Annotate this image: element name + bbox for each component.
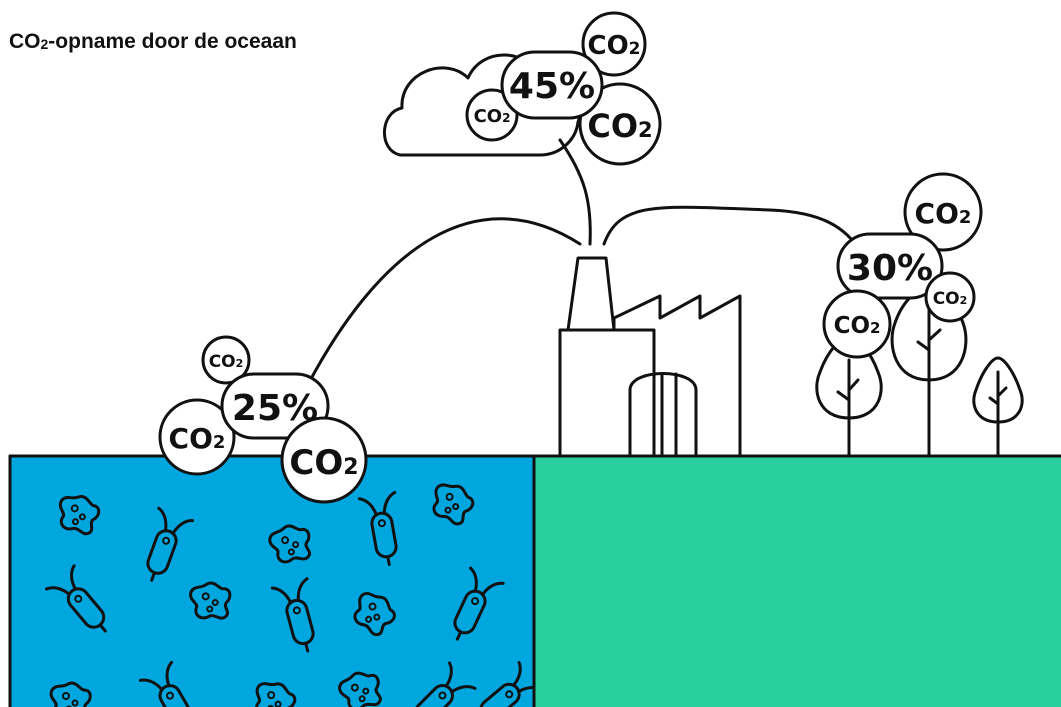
co2-text: CO bbox=[587, 107, 638, 145]
title-co: CO bbox=[9, 30, 41, 53]
atmosphere-co2-bubble-top: CO2 bbox=[581, 11, 647, 77]
title-subscript: 2 bbox=[40, 36, 49, 52]
co2-text: CO bbox=[289, 443, 343, 483]
land-co2-bubble-mid: CO2 bbox=[822, 289, 892, 359]
land-co2-bubble-top: CO2 bbox=[903, 172, 983, 252]
co2-text: CO bbox=[933, 289, 960, 309]
ocean-co2-bubble-small: CO2 bbox=[201, 335, 251, 385]
co2-subscript: 2 bbox=[213, 432, 226, 453]
ocean-area bbox=[10, 456, 534, 707]
co2-subscript: 2 bbox=[960, 294, 968, 307]
co2-subscript: 2 bbox=[959, 207, 972, 228]
svg-text:CO2: CO2 bbox=[834, 313, 881, 339]
factory-icon bbox=[558, 256, 742, 458]
flow-line-to-ocean bbox=[298, 217, 582, 402]
flow-line-to-atmosphere bbox=[558, 138, 592, 246]
land-area bbox=[534, 456, 1061, 707]
co2-text: CO bbox=[834, 313, 870, 339]
land-percentage-bubble: 30% bbox=[836, 232, 944, 300]
svg-text:CO2: CO2 bbox=[289, 443, 358, 483]
co2-text: CO bbox=[915, 197, 959, 230]
co2-text: CO bbox=[169, 422, 213, 455]
co2-text: CO bbox=[474, 106, 503, 127]
diagram-title: CO2-opname door de oceaan bbox=[9, 30, 297, 54]
svg-text:CO2: CO2 bbox=[587, 31, 640, 61]
ocean-co2-bubble-left: CO2 bbox=[158, 398, 236, 476]
atmosphere-percentage-bubble: 45% bbox=[500, 50, 604, 120]
co2-subscript: 2 bbox=[343, 455, 358, 480]
svg-text:CO2: CO2 bbox=[933, 289, 968, 309]
co2-text: CO bbox=[209, 352, 236, 372]
ocean-co2-bubble-large: CO2 bbox=[280, 416, 368, 504]
land-co2-bubble-small: CO2 bbox=[924, 271, 976, 323]
co2-subscript: 2 bbox=[236, 357, 244, 370]
co2-subscript: 2 bbox=[629, 39, 641, 59]
co2-subscript: 2 bbox=[870, 319, 880, 337]
tree-right-icon bbox=[972, 356, 1024, 458]
land-percentage: 30% bbox=[847, 248, 933, 289]
atmosphere-co2-bubble-small: CO2 bbox=[465, 88, 519, 142]
svg-text:CO2: CO2 bbox=[474, 106, 511, 127]
svg-text:CO2: CO2 bbox=[587, 107, 652, 145]
atmosphere-percentage: 45% bbox=[509, 66, 595, 107]
svg-text:CO2: CO2 bbox=[209, 352, 244, 372]
svg-text:CO2: CO2 bbox=[169, 422, 226, 455]
svg-text:CO2: CO2 bbox=[915, 197, 972, 230]
title-rest: -opname door de oceaan bbox=[48, 30, 297, 53]
atmosphere-co2-bubble-large: CO2 bbox=[578, 82, 662, 166]
co2-subscript: 2 bbox=[638, 118, 653, 142]
cloud-icon bbox=[383, 53, 582, 157]
co2-subscript: 2 bbox=[502, 111, 510, 125]
co2-text: CO bbox=[587, 31, 628, 61]
flow-line-to-land bbox=[602, 205, 864, 256]
